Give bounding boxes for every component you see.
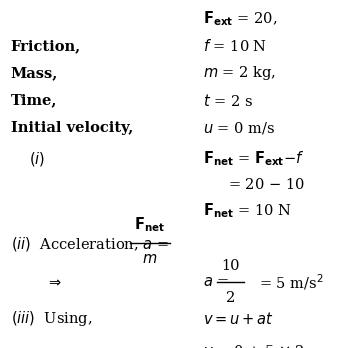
Text: 2: 2 [226,291,235,305]
Text: $f$ = 10 N: $f$ = 10 N [203,38,268,54]
Text: 10: 10 [221,259,240,273]
Text: $\mathbf{F}_{\mathbf{net}}$ = 10 N: $\mathbf{F}_{\mathbf{net}}$ = 10 N [203,201,292,220]
Text: $v = u + at$: $v = u + at$ [203,311,274,327]
Text: = 5 m/s$^{2}$: = 5 m/s$^{2}$ [259,272,323,292]
Text: $(ii)$  Acceleration, $a$ =: $(ii)$ Acceleration, $a$ = [11,235,169,253]
Text: Initial velocity,: Initial velocity, [11,121,133,135]
Text: $\Rightarrow$: $\Rightarrow$ [47,344,63,348]
Text: $v$ = 0 + 5 $\times$ 2: $v$ = 0 + 5 $\times$ 2 [203,344,305,348]
Text: $(i)$: $(i)$ [29,150,45,168]
Text: $m$ = 2 kg,: $m$ = 2 kg, [203,64,277,82]
Text: $\mathbf{F}_{\mathbf{net}}$ = $\mathbf{F}_{\mathbf{ext}}$$-$$f$: $\mathbf{F}_{\mathbf{net}}$ = $\mathbf{F… [203,149,305,168]
Text: $(iii)$  Using,: $(iii)$ Using, [11,309,92,329]
Text: $u$ = 0 m/s: $u$ = 0 m/s [203,120,276,136]
Text: $\Rightarrow$: $\Rightarrow$ [47,275,63,288]
Text: Friction,: Friction, [11,39,81,53]
Text: $a$ =: $a$ = [203,275,230,289]
Text: = 20 $-$ 10: = 20 $-$ 10 [228,177,305,192]
Text: Mass,: Mass, [11,66,58,80]
Text: $t$ = 2 s: $t$ = 2 s [203,93,253,109]
Text: $\mathbf{F}_{\mathbf{ext}}$ = 20,: $\mathbf{F}_{\mathbf{ext}}$ = 20, [203,9,278,28]
Text: Time,: Time, [11,94,57,108]
Text: $\mathbf{F}_{\mathbf{net}}$: $\mathbf{F}_{\mathbf{net}}$ [134,215,165,234]
Text: $m$: $m$ [142,252,158,266]
